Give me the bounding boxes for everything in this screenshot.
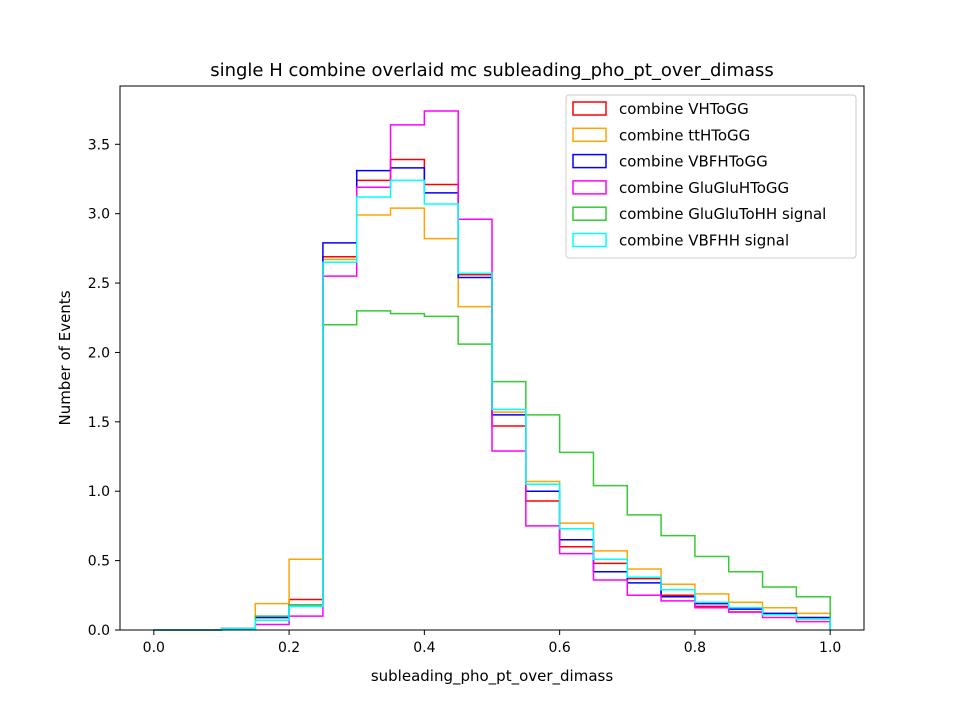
- legend-label-3: combine VBFHToGG: [619, 153, 768, 171]
- legend-swatch-6: [572, 232, 607, 248]
- y-tick-label: 3.0: [88, 207, 110, 223]
- x-tick-label: 0.2: [278, 640, 300, 656]
- y-tick-label: 0.5: [88, 554, 110, 570]
- x-axis-ticks: 0.0 0.2 0.4 0.6 0.8 1.0: [143, 630, 841, 656]
- legend-label-2: combine ttHToGG: [619, 126, 750, 144]
- legend-box: [565, 94, 857, 259]
- legend-label-1: combine VHToGG: [619, 100, 749, 118]
- y-tick-label: 3.5: [88, 137, 110, 153]
- legend-swatch-2: [572, 127, 607, 143]
- legend-swatch-4: [572, 180, 607, 195]
- y-tick-label: 0.0: [88, 623, 110, 639]
- legend-swatch-5: [572, 206, 607, 221]
- y-tick-label: 1.5: [88, 415, 110, 431]
- series-line-6: [153, 179, 831, 631]
- legend-label-4: combine GluGluHToGG: [619, 179, 789, 197]
- y-axis-ticks: 0.0 0.5 1.0 1.5 2.0 2.5 3.0 3.5: [88, 137, 120, 639]
- plot-frame: [119, 85, 865, 631]
- x-tick-label: 0.0: [143, 640, 165, 656]
- legend: combine VHToGG combine ttHToGG combine VBF…: [565, 94, 857, 259]
- legend-swatch-1: [572, 101, 607, 116]
- chart-title: single H combine overlaid mc subleading_…: [210, 60, 774, 81]
- legend-swatch-3: [572, 153, 607, 169]
- x-tick-label: 0.4: [413, 640, 435, 656]
- series-line-2: [153, 207, 831, 631]
- legend-label-6: combine VBFHH signal: [619, 232, 789, 250]
- y-tick-label: 1.0: [88, 484, 110, 500]
- x-tick-label: 0.6: [549, 640, 571, 656]
- y-tick-label: 2.0: [88, 345, 110, 361]
- x-axis-label: subleading_pho_pt_over_dimass: [371, 667, 614, 686]
- y-axis-label: Number of Events: [56, 290, 74, 425]
- legend-label-5: combine GluGluToHH signal: [619, 205, 826, 223]
- y-tick-label: 2.5: [88, 276, 110, 292]
- x-tick-label: 1.0: [819, 640, 841, 656]
- series-layer: [153, 110, 831, 631]
- x-tick-label: 0.8: [684, 640, 706, 656]
